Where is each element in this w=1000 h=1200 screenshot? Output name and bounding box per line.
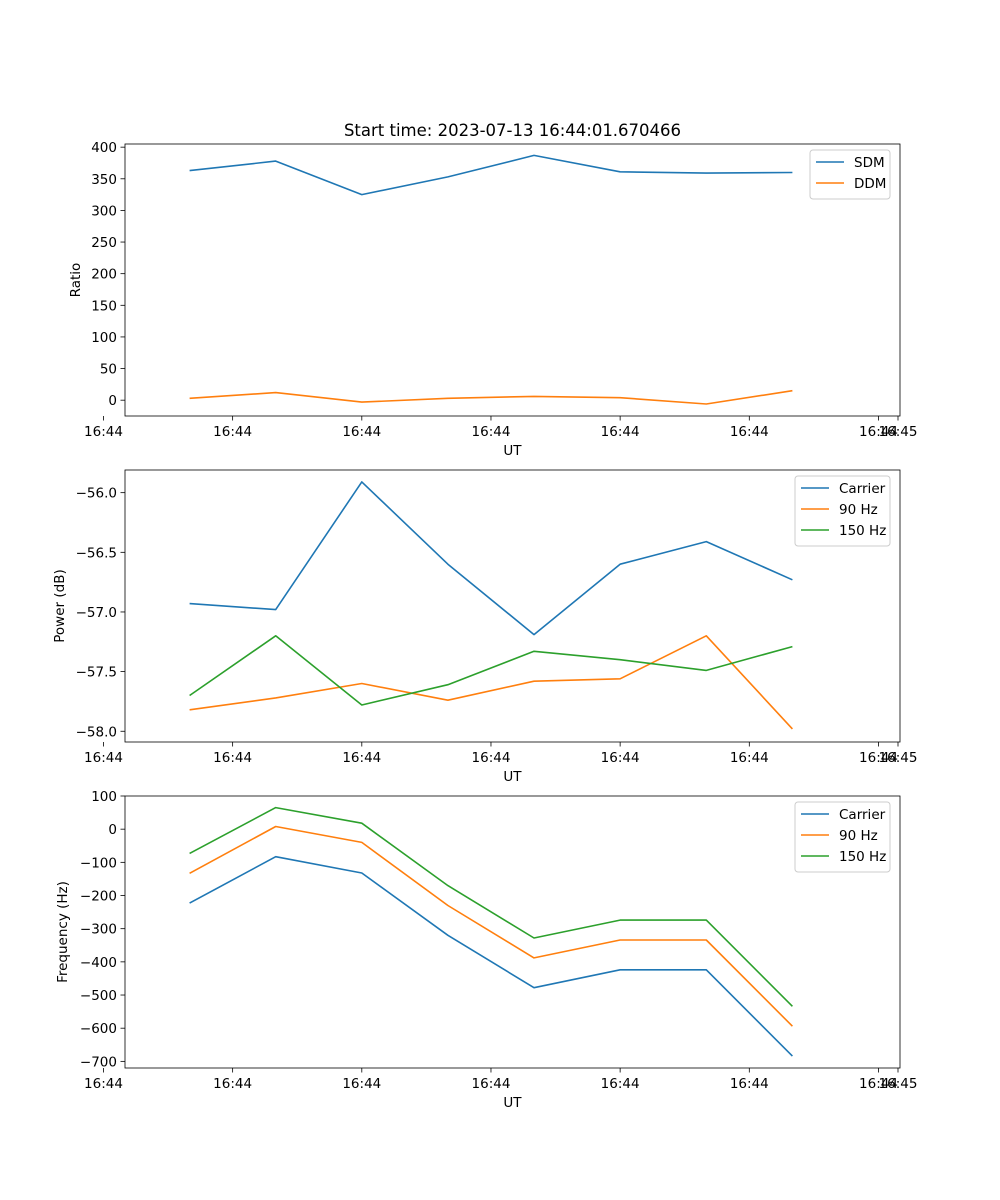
- y-tick-label: 150: [91, 298, 117, 314]
- x-tick-label: 16:44: [342, 424, 381, 440]
- y-tick-label: −600: [80, 1021, 117, 1037]
- y-tick-label: 0: [108, 393, 117, 409]
- y-tick-label: −100: [80, 855, 117, 871]
- series-line-carrier: [189, 855, 793, 1057]
- chart-panel-2: 16:44 16:44 16:44 16:44 16:44 16:44 16:4416:45…: [52, 469, 918, 785]
- x-tick-label: 16:44: [601, 750, 640, 766]
- y-axis-label: Frequency (Hz): [55, 881, 71, 983]
- legend-label: SDM: [854, 155, 885, 171]
- x-tick-label: 16:45: [879, 750, 918, 766]
- y-tick-label: −300: [80, 922, 117, 938]
- y-tick-label: −200: [80, 889, 117, 905]
- legend-box: [794, 801, 891, 873]
- x-tick-label: 16:44: [601, 1076, 640, 1092]
- legend: SDM DDM: [809, 149, 891, 200]
- legend-label: DDM: [854, 176, 886, 192]
- series-line-150-hz: [189, 634, 793, 706]
- x-tick-label: 16:44: [342, 1076, 381, 1092]
- plot-frame: [124, 795, 901, 1069]
- x-tick-label: 16:44: [859, 750, 898, 766]
- panels: 16:44 16:44 16:44 16:44 16:44 16:44 16:4416:45…: [52, 140, 917, 1111]
- x-tick-label: 16:44: [84, 750, 123, 766]
- y-tick-label: −56.5: [76, 545, 117, 561]
- x-tick-label: 16:44: [213, 750, 252, 766]
- series-line-90-hz: [189, 634, 793, 730]
- plot-frame: [124, 143, 901, 417]
- y-tick-label: 250: [91, 235, 117, 251]
- plot-frame: [124, 469, 901, 743]
- x-tick-label: 16:44: [730, 424, 769, 440]
- y-tick-label: 200: [91, 267, 117, 283]
- y-tick-label: −57.0: [76, 605, 117, 621]
- y-axis-label: Ratio: [68, 263, 84, 298]
- y-tick-label: 400: [91, 140, 117, 156]
- legend: Carrier 90 Hz 150 Hz: [794, 475, 891, 547]
- y-tick-label: −56.0: [76, 486, 117, 502]
- legend-box: [794, 475, 891, 547]
- legend-label: 150 Hz: [839, 523, 886, 539]
- x-tick-label: 16:44: [213, 424, 252, 440]
- x-tick-label: 16:44: [472, 750, 511, 766]
- chart-panel-1: 16:44 16:44 16:44 16:44 16:44 16:44 16:4416:45…: [68, 140, 917, 459]
- y-tick-label: 350: [91, 172, 117, 188]
- x-tick-label: 16:44: [730, 750, 769, 766]
- x-axis-label: UT: [503, 769, 522, 785]
- x-axis-label: UT: [503, 1095, 522, 1111]
- y-tick-label: 300: [91, 203, 117, 219]
- x-tick-label: 16:45: [879, 424, 918, 440]
- legend-label: 90 Hz: [839, 502, 878, 518]
- x-axis-label: UT: [503, 443, 522, 459]
- x-tick-label: 16:44: [84, 1076, 123, 1092]
- legend-label: Carrier: [839, 807, 886, 823]
- legend-label: 150 Hz: [839, 849, 886, 865]
- y-tick-label: 100: [91, 330, 117, 346]
- y-tick-label: 50: [100, 362, 117, 378]
- legend-label: Carrier: [839, 481, 886, 497]
- x-tick-label: 16:44: [859, 1076, 898, 1092]
- y-tick-label: −57.5: [76, 665, 117, 681]
- x-tick-label: 16:44: [342, 750, 381, 766]
- x-tick-label: 16:44: [472, 1076, 511, 1092]
- y-tick-label: −400: [80, 955, 117, 971]
- chart-panel-3: 16:44 16:44 16:44 16:44 16:44 16:44 16:4416:45…: [55, 789, 917, 1111]
- x-tick-label: 16:44: [601, 424, 640, 440]
- figure-title: Start time: 2023-07-13 16:44:01.670466: [344, 121, 681, 140]
- y-tick-label: 100: [91, 789, 117, 805]
- legend: Carrier 90 Hz 150 Hz: [794, 801, 891, 873]
- series-line-carrier: [189, 481, 793, 636]
- series-line-90-hz: [189, 825, 793, 1027]
- x-tick-label: 16:44: [859, 424, 898, 440]
- x-tick-label: 16:44: [730, 1076, 769, 1092]
- series-line-sdm: [189, 154, 793, 196]
- y-tick-label: −700: [80, 1054, 117, 1070]
- series-line-ddm: [189, 389, 793, 405]
- legend-label: 90 Hz: [839, 828, 878, 844]
- series-line-150-hz: [189, 806, 793, 1007]
- x-tick-label: 16:44: [472, 424, 511, 440]
- y-tick-label: −500: [80, 988, 117, 1004]
- y-tick-label: 0: [108, 822, 117, 838]
- y-tick-label: −58.0: [76, 724, 117, 740]
- x-tick-label: 16:44: [84, 424, 123, 440]
- y-axis-label: Power (dB): [52, 569, 68, 642]
- x-tick-label: 16:44: [213, 1076, 252, 1092]
- x-tick-label: 16:45: [879, 1076, 918, 1092]
